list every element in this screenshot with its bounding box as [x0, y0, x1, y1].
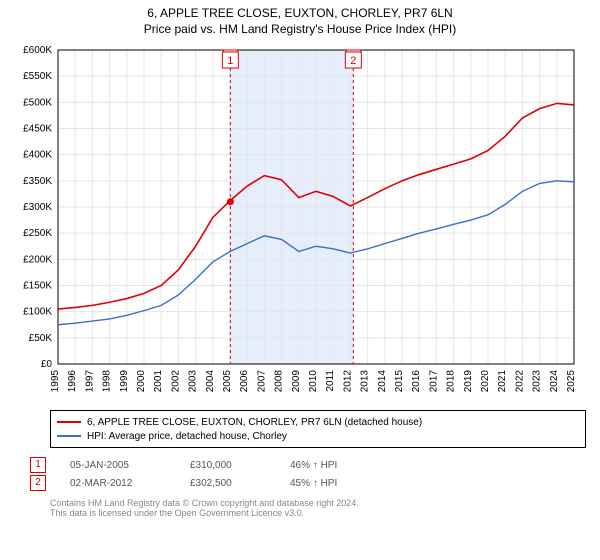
legend-item: 6, APPLE TREE CLOSE, EUXTON, CHORLEY, PR… [57, 415, 579, 429]
svg-text:2009: 2009 [291, 370, 302, 393]
svg-text:2019: 2019 [463, 370, 474, 393]
sale-date: 05-JAN-2005 [70, 460, 190, 471]
licence-text: Contains HM Land Registry data © Crown c… [50, 498, 586, 518]
svg-text:2025: 2025 [566, 370, 577, 393]
svg-text:1995: 1995 [50, 370, 61, 393]
svg-text:2022: 2022 [514, 370, 525, 393]
svg-text:2010: 2010 [308, 370, 319, 393]
svg-text:2011: 2011 [325, 370, 336, 392]
sale-pct: 45% ↑ HPI [290, 478, 380, 489]
svg-text:1997: 1997 [84, 370, 95, 393]
svg-text:2014: 2014 [377, 370, 388, 393]
legend-label: 6, APPLE TREE CLOSE, EUXTON, CHORLEY, PR… [87, 417, 422, 428]
svg-text:£350K: £350K [23, 176, 52, 187]
svg-text:£600K: £600K [23, 45, 52, 56]
chart-area: £0 £50K £100K £150K £200K £250K £300K £350K £400… [14, 44, 586, 404]
svg-text:£150K: £150K [23, 281, 52, 292]
svg-text:2021: 2021 [497, 370, 508, 393]
svg-text:1998: 1998 [102, 370, 113, 393]
svg-text:2008: 2008 [274, 370, 285, 393]
legend-swatch [57, 421, 81, 423]
svg-text:2001: 2001 [153, 370, 164, 393]
svg-text:£100K: £100K [23, 307, 52, 318]
svg-text:£50K: £50K [29, 333, 53, 344]
svg-text:2007: 2007 [256, 370, 267, 393]
svg-text:£400K: £400K [23, 150, 52, 161]
svg-text:2016: 2016 [411, 370, 422, 393]
svg-text:2003: 2003 [188, 370, 199, 393]
svg-text:1: 1 [227, 55, 233, 67]
svg-text:2005: 2005 [222, 370, 233, 393]
legend-label: HPI: Average price, detached house, Chor… [87, 431, 287, 442]
svg-text:2000: 2000 [136, 370, 147, 393]
licence-line: Contains HM Land Registry data © Crown c… [50, 498, 586, 508]
table-row: 1 05-JAN-2005 £310,000 46% ↑ HPI [30, 456, 586, 474]
legend-swatch [57, 435, 81, 437]
table-row: 2 02-MAR-2012 £302,500 45% ↑ HPI [30, 474, 586, 492]
sale-marker: 2 [30, 475, 46, 491]
svg-text:2012: 2012 [342, 370, 353, 393]
sale-price: £302,500 [190, 478, 290, 489]
licence-line: This data is licensed under the Open Gov… [50, 508, 586, 518]
svg-text:2: 2 [350, 55, 356, 67]
sale-price: £310,000 [190, 460, 290, 471]
chart-title-block: 6, APPLE TREE CLOSE, EUXTON, CHORLEY, PR… [0, 0, 600, 40]
svg-text:2020: 2020 [480, 370, 491, 393]
svg-text:2017: 2017 [428, 370, 439, 393]
chart-title-address: 6, APPLE TREE CLOSE, EUXTON, CHORLEY, PR… [0, 6, 600, 20]
svg-text:2002: 2002 [170, 370, 181, 393]
chart-title-subtitle: Price paid vs. HM Land Registry's House … [0, 22, 600, 36]
svg-text:£0: £0 [41, 359, 53, 370]
sales-table: 1 05-JAN-2005 £310,000 46% ↑ HPI 2 02-MA… [30, 456, 586, 492]
svg-text:£200K: £200K [23, 254, 52, 265]
sale-marker: 1 [30, 457, 46, 473]
chart-svg: £0 £50K £100K £150K £200K £250K £300K £350K £400… [14, 44, 586, 404]
svg-text:2015: 2015 [394, 370, 405, 393]
svg-text:£450K: £450K [23, 124, 52, 135]
legend: 6, APPLE TREE CLOSE, EUXTON, CHORLEY, PR… [50, 410, 586, 448]
svg-text:£550K: £550K [23, 71, 52, 82]
svg-text:£300K: £300K [23, 202, 52, 213]
svg-text:2013: 2013 [360, 370, 371, 393]
svg-text:1996: 1996 [67, 370, 78, 393]
sale-pct: 46% ↑ HPI [290, 460, 380, 471]
svg-text:1999: 1999 [119, 370, 130, 393]
svg-text:2004: 2004 [205, 370, 216, 393]
sale-date: 02-MAR-2012 [70, 478, 190, 489]
svg-text:2006: 2006 [239, 370, 250, 393]
legend-item: HPI: Average price, detached house, Chor… [57, 429, 579, 443]
svg-text:£250K: £250K [23, 228, 52, 239]
svg-text:2023: 2023 [532, 370, 543, 393]
svg-text:£500K: £500K [23, 97, 52, 108]
svg-text:2024: 2024 [549, 370, 560, 393]
svg-text:2018: 2018 [446, 370, 457, 393]
